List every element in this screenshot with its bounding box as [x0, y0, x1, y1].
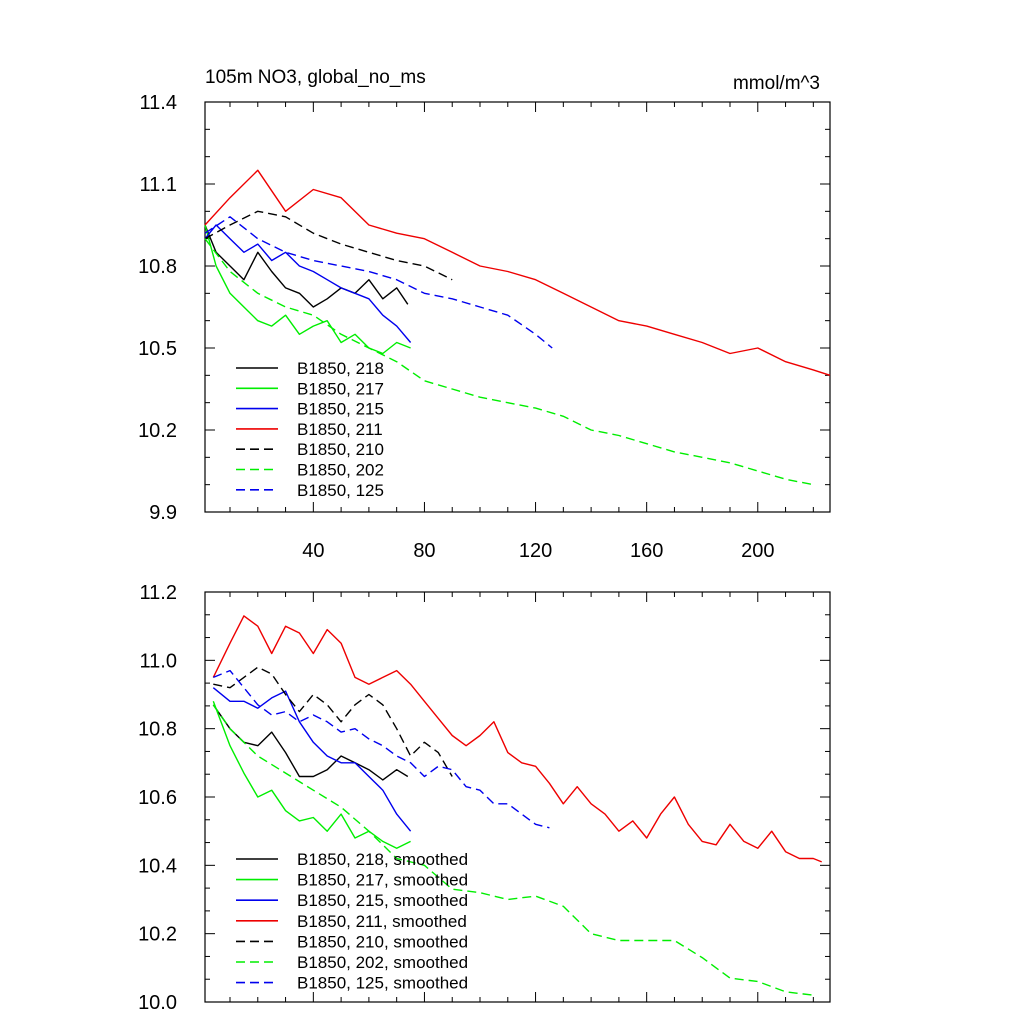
- x-tick-label: 80: [413, 540, 435, 562]
- series-lines-smoothed: [212, 615, 822, 996]
- plot-frame: [204, 101, 831, 513]
- legend-label: B1850, 217: [297, 379, 384, 398]
- y-tick-label: 9.9: [149, 502, 177, 524]
- y-tick-label: 10.6: [138, 787, 177, 809]
- legend-label: B1850, 218, smoothed: [297, 850, 468, 869]
- series-line-3: [204, 169, 831, 376]
- axis-ticks: 9.9 10.2 10.5 10.8 11.1 11.4 40 80 120 160 200: [138, 92, 830, 562]
- series-line-2: [204, 224, 412, 343]
- legend-label: B1850, 211: [297, 420, 383, 439]
- y-tick-label: 10.2: [138, 420, 177, 442]
- legend-label: B1850, 125, smoothed: [297, 974, 468, 993]
- x-tick-label: 200: [741, 540, 774, 562]
- legend-label: B1850, 217, smoothed: [297, 871, 468, 890]
- y-tick-label: 10.0: [138, 992, 177, 1014]
- y-tick-label: 11.0: [140, 650, 177, 672]
- series-line-4: [204, 210, 453, 281]
- legend-smoothed: B1850, 218, smoothed B1850, 217, smoothed…: [236, 850, 468, 993]
- series-line-3: [212, 615, 822, 863]
- series-line-6: [204, 216, 553, 349]
- y-tick-label: 10.5: [138, 338, 177, 360]
- series-line-4: [213, 666, 453, 777]
- x-tick-label: 40: [302, 540, 324, 562]
- chart-title: 105m NO3, global_no_ms: [205, 67, 426, 88]
- legend-label: B1850, 210, smoothed: [297, 932, 468, 951]
- series-line-6: [213, 669, 550, 829]
- axis-ticks-smoothed: 10.0 10.2 10.4 10.6 10.8 11.0 11.2: [138, 582, 830, 1014]
- series-lines: [204, 169, 831, 486]
- bottom-panel: 10.0 10.2 10.4 10.6 10.8 11.0 11.2 B1850, 218,…: [138, 582, 831, 1014]
- legend-label: B1850, 211, smoothed: [297, 912, 467, 931]
- legend-label: B1850, 215, smoothed: [297, 891, 468, 910]
- series-line-5: [212, 704, 814, 996]
- series-line-0: [212, 704, 409, 781]
- x-tick-label: 120: [519, 540, 552, 562]
- y-tick-label: 11.4: [140, 92, 177, 114]
- series-line-1: [204, 224, 411, 355]
- y-tick-label: 10.8: [138, 256, 177, 278]
- legend-label: B1850, 215: [297, 400, 384, 419]
- legend-label: B1850, 125: [297, 481, 384, 500]
- y-tick-label: 11.1: [140, 174, 177, 196]
- top-panel: 105m NO3, global_no_ms mmol/m^3 9.9 10.2 1…: [138, 67, 831, 562]
- x-tick-label: 160: [630, 540, 663, 562]
- legend-label: B1850, 202: [297, 461, 384, 480]
- series-line-2: [212, 687, 412, 832]
- legend-label: B1850, 210: [297, 440, 384, 459]
- y-tick-label: 10.4: [138, 855, 177, 877]
- legend-label: B1850, 218: [297, 359, 384, 378]
- legend-label: B1850, 202, smoothed: [297, 953, 468, 972]
- series-line-5: [204, 238, 814, 486]
- y-tick-label: 10.8: [138, 719, 177, 741]
- series-line-1: [212, 701, 411, 849]
- y-tick-label: 11.2: [140, 582, 177, 604]
- y-tick-label: 10.2: [138, 924, 177, 946]
- units-label: mmol/m^3: [733, 73, 820, 94]
- series-line-0: [204, 224, 409, 308]
